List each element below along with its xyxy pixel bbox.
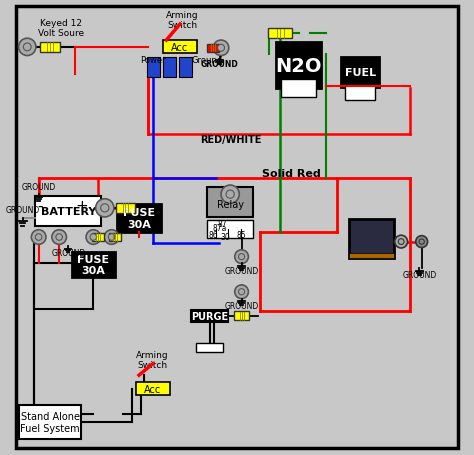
Circle shape	[238, 289, 245, 295]
FancyBboxPatch shape	[268, 29, 292, 39]
Text: BATTERY: BATTERY	[41, 207, 96, 217]
Text: GROUND: GROUND	[51, 248, 85, 257]
FancyBboxPatch shape	[116, 203, 135, 213]
Text: GROUND: GROUND	[201, 60, 238, 69]
Text: 86: 86	[209, 231, 218, 240]
Text: Ground: Ground	[192, 56, 223, 65]
Text: 85: 85	[237, 231, 246, 240]
FancyBboxPatch shape	[117, 205, 161, 232]
Text: Solid Red: Solid Red	[262, 169, 321, 179]
Circle shape	[238, 254, 245, 260]
Text: Arming
Switch: Arming Switch	[137, 350, 169, 369]
Circle shape	[235, 250, 248, 264]
FancyBboxPatch shape	[207, 45, 219, 52]
Circle shape	[96, 199, 114, 217]
Circle shape	[221, 186, 239, 204]
Text: Acc: Acc	[144, 384, 161, 394]
FancyBboxPatch shape	[179, 58, 192, 77]
Text: FUEL: FUEL	[345, 68, 376, 78]
FancyBboxPatch shape	[35, 197, 101, 226]
Text: Relay: Relay	[217, 200, 244, 210]
Circle shape	[395, 236, 408, 248]
Circle shape	[419, 239, 424, 245]
Circle shape	[218, 45, 225, 52]
FancyBboxPatch shape	[163, 58, 176, 77]
FancyBboxPatch shape	[40, 43, 60, 53]
Text: Keyed 12
Volt Soure: Keyed 12 Volt Soure	[38, 19, 84, 38]
Circle shape	[100, 204, 109, 212]
FancyBboxPatch shape	[163, 41, 197, 54]
FancyBboxPatch shape	[349, 254, 394, 258]
Circle shape	[104, 230, 119, 245]
Text: RED/WHITE: RED/WHITE	[201, 135, 262, 145]
FancyBboxPatch shape	[345, 85, 375, 101]
Circle shape	[235, 285, 248, 299]
Circle shape	[18, 39, 36, 56]
Text: GROUND: GROUND	[21, 183, 56, 192]
Circle shape	[31, 230, 46, 245]
Text: GROUND: GROUND	[6, 206, 40, 215]
Text: FUSE
30A: FUSE 30A	[77, 254, 109, 276]
FancyBboxPatch shape	[282, 80, 316, 98]
Text: +: +	[75, 198, 88, 213]
FancyBboxPatch shape	[109, 233, 121, 242]
FancyBboxPatch shape	[92, 233, 104, 242]
FancyBboxPatch shape	[196, 344, 223, 353]
Circle shape	[90, 234, 97, 241]
FancyBboxPatch shape	[16, 7, 458, 448]
Text: Arming
Switch: Arming Switch	[166, 11, 199, 30]
Circle shape	[226, 191, 234, 199]
Text: N2O: N2O	[275, 56, 322, 76]
Circle shape	[56, 234, 63, 241]
Circle shape	[416, 236, 428, 248]
Circle shape	[109, 234, 115, 241]
Circle shape	[23, 44, 31, 52]
Text: Power: Power	[140, 56, 165, 65]
Circle shape	[52, 230, 66, 245]
FancyBboxPatch shape	[19, 405, 81, 440]
Circle shape	[213, 41, 229, 56]
Text: -: -	[37, 198, 42, 213]
Circle shape	[398, 239, 404, 245]
FancyBboxPatch shape	[234, 312, 249, 321]
Text: 30: 30	[221, 232, 230, 241]
Text: GROUND: GROUND	[224, 266, 259, 275]
FancyBboxPatch shape	[136, 383, 170, 395]
Text: Stand Alone
Fuel System: Stand Alone Fuel System	[20, 411, 80, 433]
Text: 87: 87	[218, 219, 227, 228]
Text: GROUND: GROUND	[402, 271, 437, 280]
Circle shape	[86, 230, 100, 245]
Text: GROUND: GROUND	[224, 301, 259, 310]
Text: 87a: 87a	[213, 224, 228, 233]
FancyBboxPatch shape	[349, 220, 394, 258]
Text: Acc: Acc	[172, 43, 189, 53]
FancyBboxPatch shape	[147, 58, 160, 77]
Circle shape	[36, 234, 42, 241]
Text: FUSE
30A: FUSE 30A	[123, 207, 155, 229]
Text: PURGE: PURGE	[191, 311, 228, 321]
FancyBboxPatch shape	[276, 43, 321, 89]
FancyBboxPatch shape	[72, 252, 115, 278]
FancyBboxPatch shape	[341, 58, 380, 87]
FancyBboxPatch shape	[191, 310, 228, 323]
FancyBboxPatch shape	[207, 221, 253, 239]
FancyBboxPatch shape	[207, 187, 253, 217]
